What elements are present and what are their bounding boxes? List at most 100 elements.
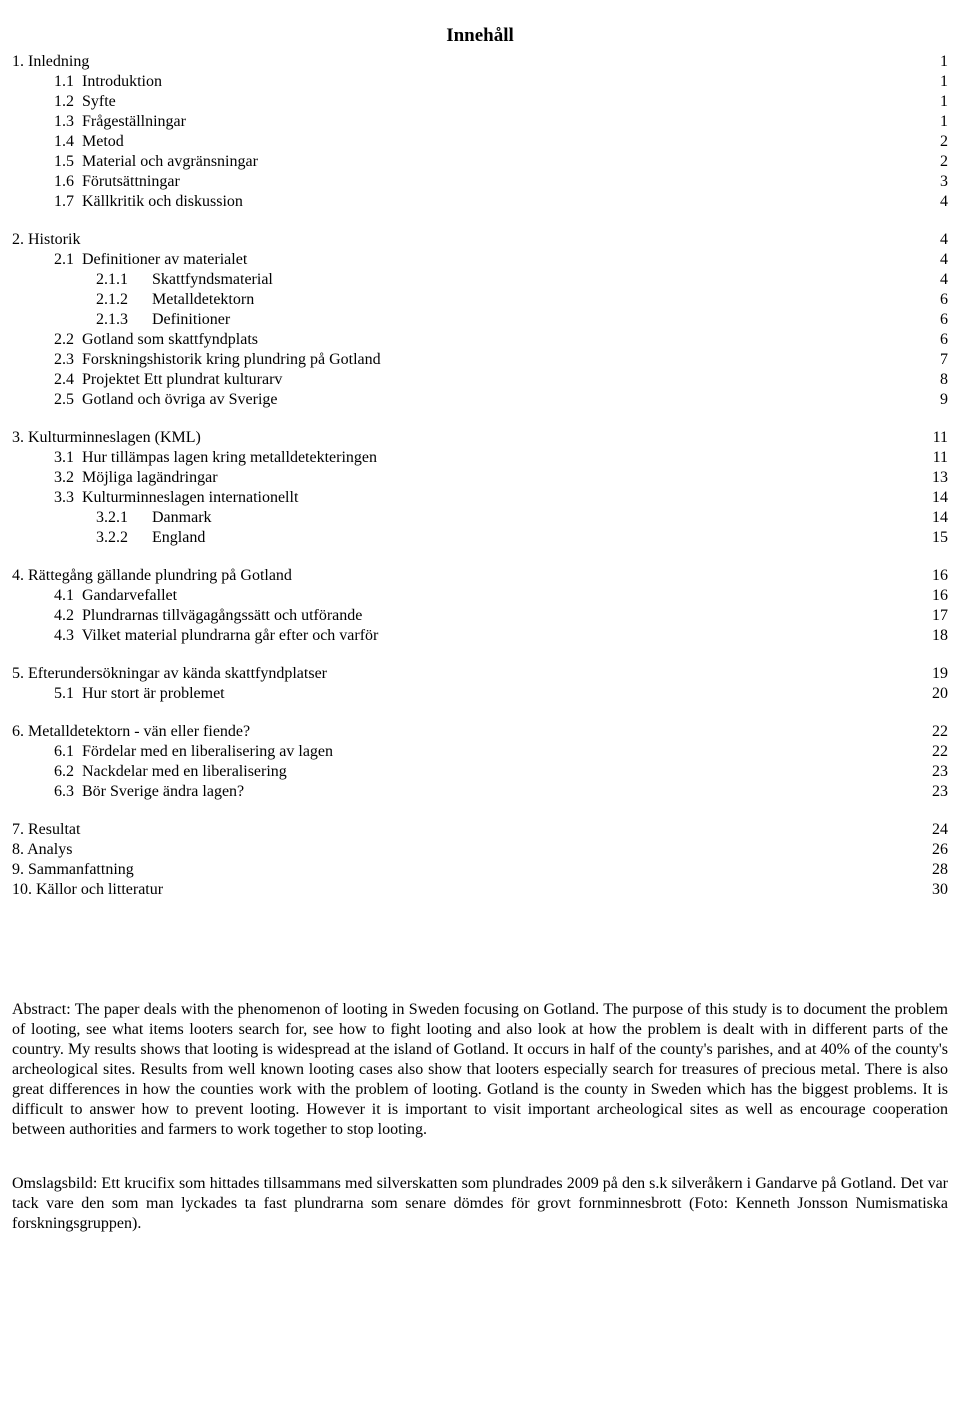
toc-page-number: 1 [918,72,948,92]
toc-label: 6.3 Bör Sverige ändra lagen? [12,782,244,802]
cover-caption: Omslagsbild: Ett krucifix som hittades t… [12,1174,948,1234]
toc-row: 6. Metalldetektorn - vän eller fiende? 22 [12,722,948,742]
toc-page-number: 19 [918,664,948,684]
toc-row: 9. Sammanfattning 28 [12,860,948,880]
toc-label: 4.1 Gandarvefallet [12,586,177,606]
toc-label: 4.3 Vilket material plundrarna går efter… [12,626,378,646]
toc-page-number: 11 [918,428,948,448]
toc-label: 1.4 Metod [12,132,124,152]
toc-row: 3. Kulturminneslagen (KML) 11 [12,428,948,448]
toc-label: 3.3 Kulturminneslagen internationellt [12,488,298,508]
toc-page-number: 9 [918,390,948,410]
toc-label: 3. Kulturminneslagen (KML) [12,428,201,448]
toc-gap [12,646,948,664]
toc-label: 2.1.1 Skattfyndsmaterial [12,270,273,290]
toc-page-number: 6 [918,330,948,350]
toc-page-number: 23 [918,762,948,782]
toc-page-number: 16 [918,586,948,606]
table-of-contents: 1. Inledning11.1 Introduktion11.2 Syfte1… [12,52,948,900]
toc-label: 4.2 Plundrarnas tillvägagångssätt och ut… [12,606,362,626]
spacer [12,900,948,950]
toc-label: 6.2 Nackdelar med en liberalisering [12,762,287,782]
toc-row: 2.1 Definitioner av materialet4 [12,250,948,270]
toc-label: 7. Resultat [12,820,80,840]
toc-page-number: 11 [918,448,948,468]
toc-row: 2. Historik4 [12,230,948,250]
toc-row: 3.3 Kulturminneslagen internationellt 14 [12,488,948,508]
toc-row: 4.3 Vilket material plundrarna går efter… [12,626,948,646]
toc-page-number: 6 [918,290,948,310]
toc-row: 6.2 Nackdelar med en liberalisering 23 [12,762,948,782]
toc-page-number: 18 [918,626,948,646]
toc-page-number: 28 [918,860,948,880]
toc-page-number: 4 [918,270,948,290]
toc-row: 1.4 Metod 2 [12,132,948,152]
toc-page-number: 17 [918,606,948,626]
toc-row: 1.6 Förutsättningar3 [12,172,948,192]
toc-row: 3.1 Hur tillämpas lagen kring metalldete… [12,448,948,468]
toc-row: 3.2.2 England 15 [12,528,948,548]
toc-label: 6.1 Fördelar med en liberalisering av la… [12,742,333,762]
toc-page-number: 1 [918,52,948,72]
toc-label: 8. Analys [12,840,72,860]
toc-row: 6.1 Fördelar med en liberalisering av la… [12,742,948,762]
toc-label: 1.2 Syfte [12,92,116,112]
toc-label: 2.5 Gotland och övriga av Sverige [12,390,278,410]
toc-gap [12,212,948,230]
toc-page-number: 8 [918,370,948,390]
toc-row: 2.2 Gotland som skattfyndplats 6 [12,330,948,350]
toc-row: 3.2 Möjliga lagändringar 13 [12,468,948,488]
toc-label: 3.1 Hur tillämpas lagen kring metalldete… [12,448,377,468]
toc-page-number: 3 [918,172,948,192]
toc-label: 9. Sammanfattning [12,860,134,880]
toc-label: 1.3 Frågeställningar [12,112,186,132]
toc-label: 10. Källor och litteratur [12,880,163,900]
toc-label: 3.2.2 England [12,528,205,548]
toc-page-number: 14 [918,508,948,528]
toc-row: 5.1 Hur stort är problemet20 [12,684,948,704]
toc-row: 1.2 Syfte 1 [12,92,948,112]
toc-label: 1.5 Material och avgränsningar [12,152,258,172]
toc-label: 1. Inledning [12,52,89,72]
toc-page-number: 4 [918,250,948,270]
toc-page-number: 6 [918,310,948,330]
toc-page-number: 16 [918,566,948,586]
toc-page-number: 22 [918,742,948,762]
toc-page-number: 30 [918,880,948,900]
toc-label: 6. Metalldetektorn - vän eller fiende? [12,722,250,742]
toc-row: 4. Rättegång gällande plundring på Gotla… [12,566,948,586]
toc-page-number: 26 [918,840,948,860]
toc-label: 1.1 Introduktion [12,72,162,92]
toc-label: 2.3 Forskningshistorik kring plundring p… [12,350,381,370]
toc-row: 1.5 Material och avgränsningar2 [12,152,948,172]
toc-page-number: 24 [918,820,948,840]
toc-row: 7. Resultat 24 [12,820,948,840]
toc-page-number: 13 [918,468,948,488]
toc-row: 2.1.3 Definitioner 6 [12,310,948,330]
toc-row: 10. Källor och litteratur 30 [12,880,948,900]
toc-row: 4.1 Gandarvefallet 16 [12,586,948,606]
toc-row: 5. Efterundersökningar av kända skattfyn… [12,664,948,684]
toc-page-number: 2 [918,132,948,152]
toc-label: 3.2.1 Danmark [12,508,212,528]
toc-label: 2.2 Gotland som skattfyndplats [12,330,258,350]
toc-row: 1. Inledning 1 [12,52,948,72]
toc-row: 2.1.1 Skattfyndsmaterial 4 [12,270,948,290]
toc-row: 8. Analys 26 [12,840,948,860]
toc-page-number: 1 [918,92,948,112]
toc-page-number: 4 [918,192,948,212]
toc-page-number: 23 [918,782,948,802]
toc-page-number: 4 [918,230,948,250]
toc-row: 2.5 Gotland och övriga av Sverige 9 [12,390,948,410]
toc-page-number: 1 [918,112,948,132]
toc-label: 5.1 Hur stort är problemet [12,684,225,704]
toc-label: 3.2 Möjliga lagändringar [12,468,218,488]
toc-page-number: 14 [918,488,948,508]
toc-page-number: 7 [918,350,948,370]
toc-page-number: 22 [918,722,948,742]
toc-page-number: 15 [918,528,948,548]
toc-row: 2.1.2 Metalldetektorn6 [12,290,948,310]
abstract-text: Abstract: The paper deals with the pheno… [12,1000,948,1140]
toc-label: 2.1.3 Definitioner [12,310,230,330]
toc-row: 3.2.1 Danmark 14 [12,508,948,528]
